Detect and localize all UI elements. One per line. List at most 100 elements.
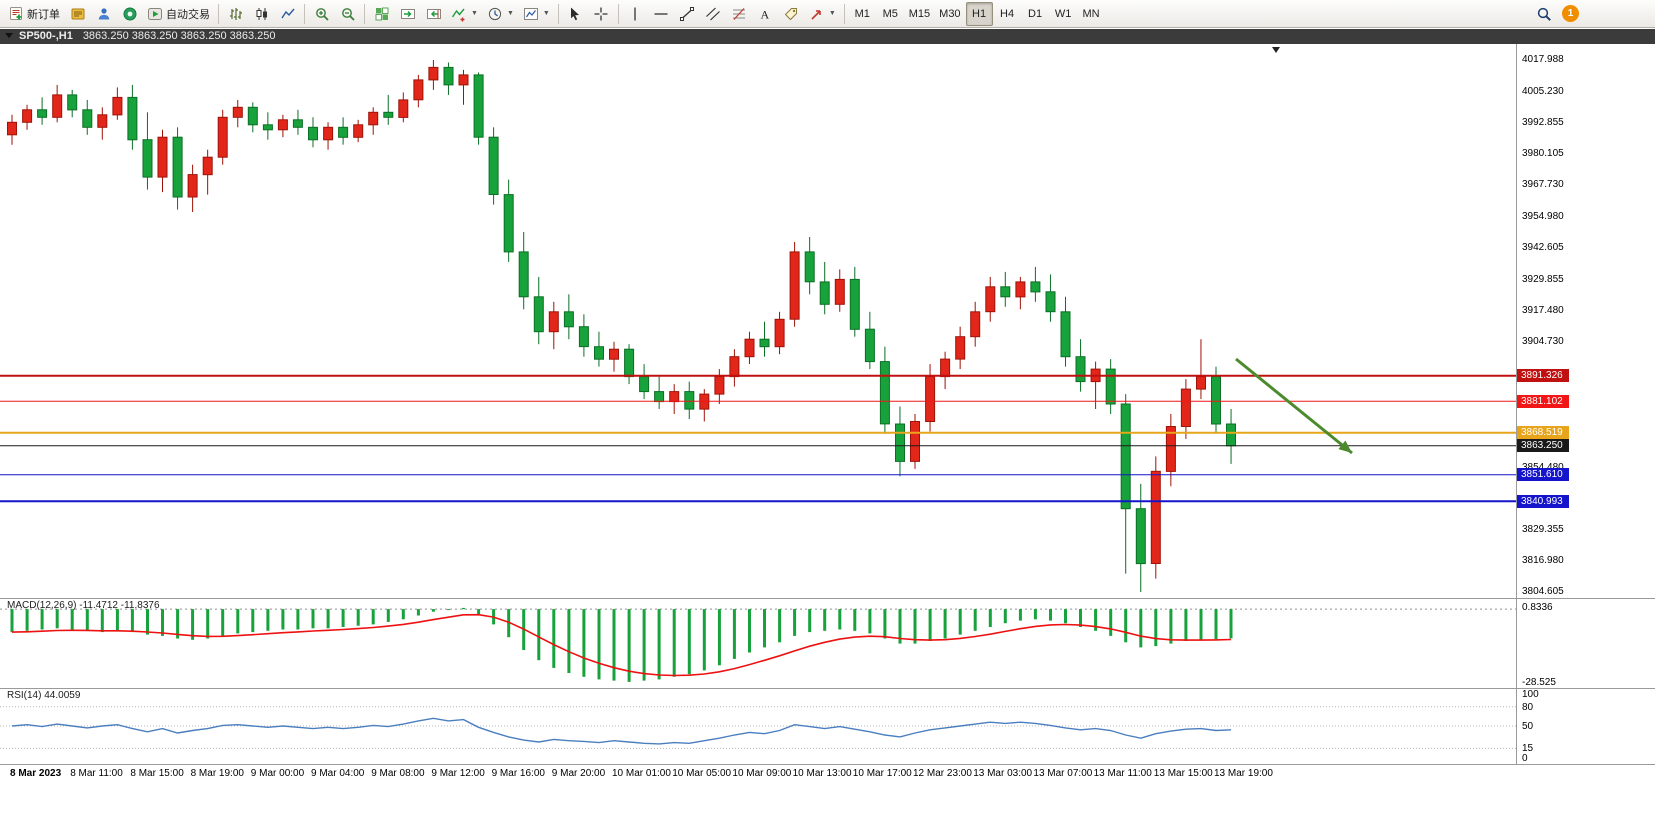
timeframe-button-m5[interactable]: M5: [877, 2, 904, 26]
time-axis-separator[interactable]: [0, 764, 1655, 765]
community-button[interactable]: [117, 2, 142, 26]
arrows-button[interactable]: ▼: [805, 2, 840, 26]
timeframe-button-m1[interactable]: M1: [849, 2, 876, 26]
time-axis-label: 12 Mar 23:00: [913, 768, 972, 779]
auto-scroll-button[interactable]: [395, 2, 420, 26]
search-button[interactable]: [1531, 2, 1556, 26]
candle-body: [744, 338, 755, 358]
price-axis-label: 3879.855: [1522, 398, 1564, 410]
candle-body: [112, 96, 123, 116]
candle-body: [428, 66, 439, 81]
timeframe-button-m15[interactable]: M15: [905, 2, 934, 26]
accounts-button[interactable]: [91, 2, 116, 26]
candle-body: [774, 318, 785, 348]
price-axis-label: 3980.105: [1522, 148, 1564, 160]
chart-title-bar[interactable]: SP500-,H1 3863.250 3863.250 3863.250 3863…: [0, 29, 1655, 44]
macd-panel[interactable]: [0, 599, 1516, 688]
candle-body: [443, 66, 454, 86]
trendline-button[interactable]: [675, 2, 700, 26]
candle-body: [187, 174, 198, 198]
macd-svg[interactable]: [0, 599, 1516, 688]
price-axis-label: 3904.730: [1522, 336, 1564, 348]
time-axis-label: 9 Mar 00:00: [250, 768, 305, 779]
price-axis-label: 3992.855: [1522, 116, 1564, 128]
main-chart-panel[interactable]: [0, 45, 1516, 598]
label-button[interactable]: [779, 2, 804, 26]
panel-separator[interactable]: [0, 688, 1655, 689]
timeframe-button-m30[interactable]: M30: [935, 2, 964, 26]
new-order-button[interactable]: 新订单: [4, 2, 64, 26]
rsi-svg[interactable]: [0, 689, 1516, 764]
channel-button[interactable]: [701, 2, 726, 26]
horizontal-line-button[interactable]: [649, 2, 674, 26]
candlestick-chart-button[interactable]: [249, 2, 274, 26]
label-tag-icon: [785, 7, 798, 20]
trendline-icon: [680, 6, 695, 21]
candle-body: [247, 106, 258, 126]
time-axis-label: 10 Mar 01:00: [612, 768, 671, 779]
indicators-icon: [451, 8, 465, 21]
chart-shift-marker[interactable]: [1272, 47, 1280, 53]
price-axis-border[interactable]: [1516, 44, 1517, 765]
timeframe-button-h1[interactable]: H1: [965, 1, 993, 26]
candle-body: [488, 136, 499, 195]
window-menu-icon[interactable]: [5, 33, 13, 39]
candle-body: [338, 126, 349, 138]
panel-separator[interactable]: [0, 598, 1655, 599]
timeframe-button-w1[interactable]: W1: [1050, 2, 1077, 26]
text-button[interactable]: A: [753, 2, 778, 26]
time-axis-label: 9 Mar 08:00: [371, 768, 425, 779]
crosshair-button[interactable]: [589, 2, 614, 26]
time-axis-label: 8 Mar 19:00: [190, 768, 244, 779]
candle-body: [955, 336, 966, 360]
candle-body: [849, 278, 860, 330]
trend-arrow[interactable]: [1235, 357, 1353, 455]
candle-body: [277, 119, 288, 131]
main-chart-svg[interactable]: [0, 45, 1516, 598]
rsi-axis-label: 0: [1522, 753, 1528, 764]
zoom-out-button[interactable]: [335, 2, 360, 26]
price-axis-label: 3929.855: [1522, 273, 1564, 285]
chart-shift-button[interactable]: [421, 2, 446, 26]
time-axis-label: 13 Mar 15:00: [1153, 768, 1213, 779]
toolbar-separator: [304, 3, 305, 24]
candle-body: [1000, 286, 1011, 298]
candle-body: [1030, 281, 1041, 293]
templates-button[interactable]: ▼: [519, 2, 554, 26]
time-axis-label: 10 Mar 05:00: [672, 768, 732, 779]
candle-body: [759, 338, 770, 348]
time-axis-label: 13 Mar 03:00: [973, 768, 1033, 779]
candle-body: [308, 126, 318, 141]
zoom-in-button[interactable]: [309, 2, 334, 26]
line-chart-button[interactable]: [275, 2, 300, 26]
candle-body: [895, 423, 905, 462]
timeframe-button-d1[interactable]: D1: [1022, 2, 1049, 26]
bar-chart-button[interactable]: [223, 2, 248, 26]
dropdown-caret-icon: ▼: [471, 10, 478, 17]
indicators-button[interactable]: ▼: [447, 2, 482, 26]
bar-chart-icon: [229, 7, 242, 20]
candle-body: [1165, 426, 1176, 472]
cursor-button[interactable]: [563, 2, 588, 26]
market-watch-button[interactable]: [65, 2, 90, 26]
clock-icon: [488, 7, 502, 20]
fibonacci-icon: [733, 7, 746, 20]
candle-body: [1226, 423, 1236, 447]
candle-body: [714, 376, 725, 395]
fibonacci-button[interactable]: [727, 2, 752, 26]
notification-badge[interactable]: 1: [1562, 5, 1579, 22]
price-level-badge: 3840.993: [1517, 494, 1569, 508]
vertical-line-button[interactable]: [623, 2, 648, 26]
new-chart-button[interactable]: [369, 2, 394, 26]
price-axis-label: 3954.980: [1522, 211, 1564, 223]
timeframe-button-mn[interactable]: MN: [1078, 2, 1105, 26]
candle-body: [910, 421, 920, 462]
auto-trading-button[interactable]: 自动交易: [143, 2, 214, 26]
periods-button[interactable]: ▼: [483, 2, 518, 26]
candle-body: [1075, 356, 1086, 383]
rsi-panel[interactable]: [0, 689, 1516, 764]
candle-body: [458, 74, 469, 86]
candle-body: [639, 376, 650, 393]
candle-body: [864, 328, 875, 363]
timeframe-button-h4[interactable]: H4: [994, 2, 1021, 26]
